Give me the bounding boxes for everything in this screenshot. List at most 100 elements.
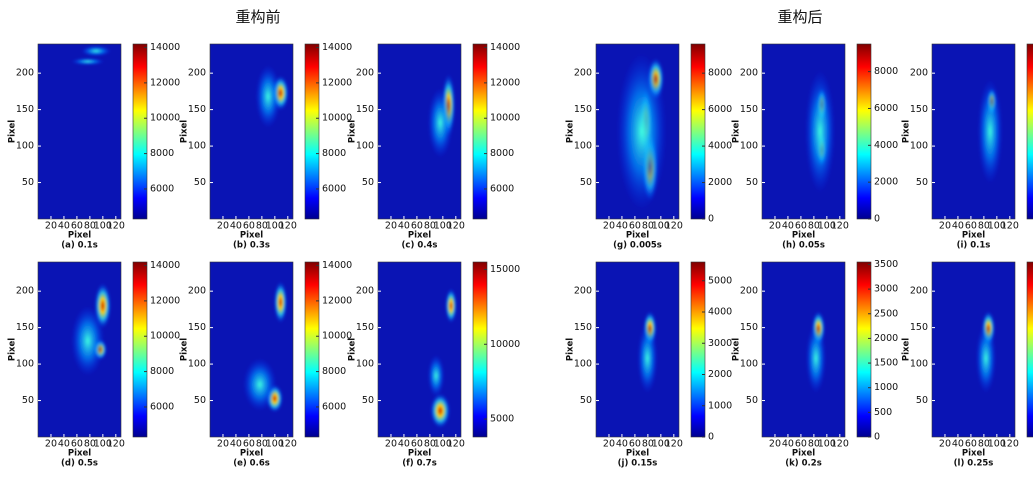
colorbar-tick-label: 2000 [874, 177, 898, 188]
colorbar-tick-label: 8000 [708, 68, 732, 79]
y-tick-label: 150 [16, 322, 34, 333]
x-tick-label: 80 [256, 221, 268, 232]
x-tick-label: 20 [769, 221, 781, 232]
y-axis-label: Pixel [566, 338, 576, 361]
y-tick-label: 200 [574, 68, 592, 79]
x-tick-label: 40 [616, 439, 628, 450]
heat-region [430, 393, 451, 429]
x-axis-label: Pixel [68, 449, 91, 459]
colorbar-tick-label: 4000 [708, 141, 732, 152]
y-tick-label: 200 [740, 68, 758, 79]
x-tick-label: 120 [1001, 221, 1019, 232]
x-tick-label: 40 [782, 221, 794, 232]
panel-caption: (d) 0.5s [61, 459, 98, 469]
x-tick-label: 60 [965, 439, 977, 450]
x-tick-label: 100 [652, 439, 670, 450]
x-tick-label: 60 [629, 439, 641, 450]
y-tick-label: 100 [740, 141, 758, 152]
x-tick-label: 40 [952, 439, 964, 450]
y-tick-label: 100 [910, 359, 928, 370]
colorbar-tick-label: 10000 [322, 113, 352, 124]
panel-caption: (a) 0.1s [61, 241, 98, 251]
x-tick-label: 120 [447, 439, 465, 450]
panel-caption: (b) 0.3s [233, 241, 270, 251]
colorbar [304, 261, 320, 438]
colorbar-tick-label: 12000 [150, 77, 180, 88]
colorbar-tick-label: 8000 [490, 148, 514, 159]
y-axis-label: Pixel [732, 338, 742, 361]
x-axis-label: Pixel [240, 231, 263, 241]
y-axis-label: Pixel [566, 120, 576, 143]
x-tick-label: 20 [217, 439, 229, 450]
x-tick-label: 80 [978, 439, 990, 450]
axes-frame [377, 261, 462, 438]
heatmap-image [255, 65, 289, 128]
x-tick-label: 80 [808, 439, 820, 450]
x-tick-label: 20 [45, 221, 57, 232]
x-axis-label: Pixel [962, 231, 985, 241]
x-tick-label: 80 [256, 439, 268, 450]
colorbar [1026, 43, 1033, 220]
y-tick-label: 100 [188, 359, 206, 370]
heatmap-image [71, 283, 112, 376]
y-tick-label: 100 [740, 359, 758, 370]
heatmap-background [932, 44, 1015, 219]
panel-caption: (l) 0.25s [954, 459, 994, 469]
x-tick-label: 100 [266, 439, 284, 450]
panel-caption: (f) 0.7s [402, 459, 437, 469]
x-tick-label: 20 [217, 221, 229, 232]
x-tick-label: 120 [831, 221, 849, 232]
heat-region [445, 288, 457, 324]
colorbar-tick-label: 4000 [708, 307, 732, 318]
y-tick-label: 200 [188, 286, 206, 297]
colorbar-tick-label: 3000 [874, 284, 898, 295]
colorbar [132, 43, 148, 220]
y-axis-label: Pixel [8, 338, 18, 361]
heat-region [805, 70, 836, 193]
y-tick-label: 100 [356, 359, 374, 370]
x-tick-label: 40 [782, 439, 794, 450]
heat-region [71, 58, 105, 65]
x-tick-label: 100 [94, 221, 112, 232]
y-tick-label: 150 [740, 104, 758, 115]
y-tick-label: 150 [740, 322, 758, 333]
axes-frame [209, 43, 294, 220]
x-tick-label: 60 [411, 439, 423, 450]
y-tick-label: 50 [746, 177, 758, 188]
colorbar-tick-label: 10000 [490, 339, 520, 350]
y-axis-label: Pixel [348, 120, 358, 143]
x-tick-label: 60 [71, 221, 83, 232]
axes-frame [377, 43, 462, 220]
colorbar-tick-label: 1000 [708, 400, 732, 411]
x-tick-label: 120 [665, 221, 683, 232]
x-tick-label: 80 [642, 439, 654, 450]
x-tick-label: 20 [939, 439, 951, 450]
colorbar-tick-label: 6000 [490, 183, 514, 194]
y-tick-label: 150 [356, 104, 374, 115]
y-tick-label: 50 [22, 177, 34, 188]
heatmap-image [805, 311, 826, 394]
heatmap-image [977, 79, 1003, 184]
x-tick-label: 60 [965, 221, 977, 232]
x-tick-label: 120 [831, 439, 849, 450]
colorbar-tick-label: 6000 [150, 401, 174, 412]
y-axis-label: Pixel [902, 338, 912, 361]
x-tick-label: 20 [769, 439, 781, 450]
panel-caption: (h) 0.05s [782, 241, 825, 251]
x-tick-label: 120 [1001, 439, 1019, 450]
heatmap-image [975, 311, 996, 394]
x-tick-label: 120 [665, 439, 683, 450]
heatmap-image [805, 70, 836, 193]
x-tick-label: 40 [952, 221, 964, 232]
heat-region [255, 65, 281, 128]
y-tick-label: 50 [916, 395, 928, 406]
x-axis-label: Pixel [408, 449, 431, 459]
colorbar-tick-label: 5000 [490, 414, 514, 425]
y-tick-label: 50 [194, 177, 206, 188]
